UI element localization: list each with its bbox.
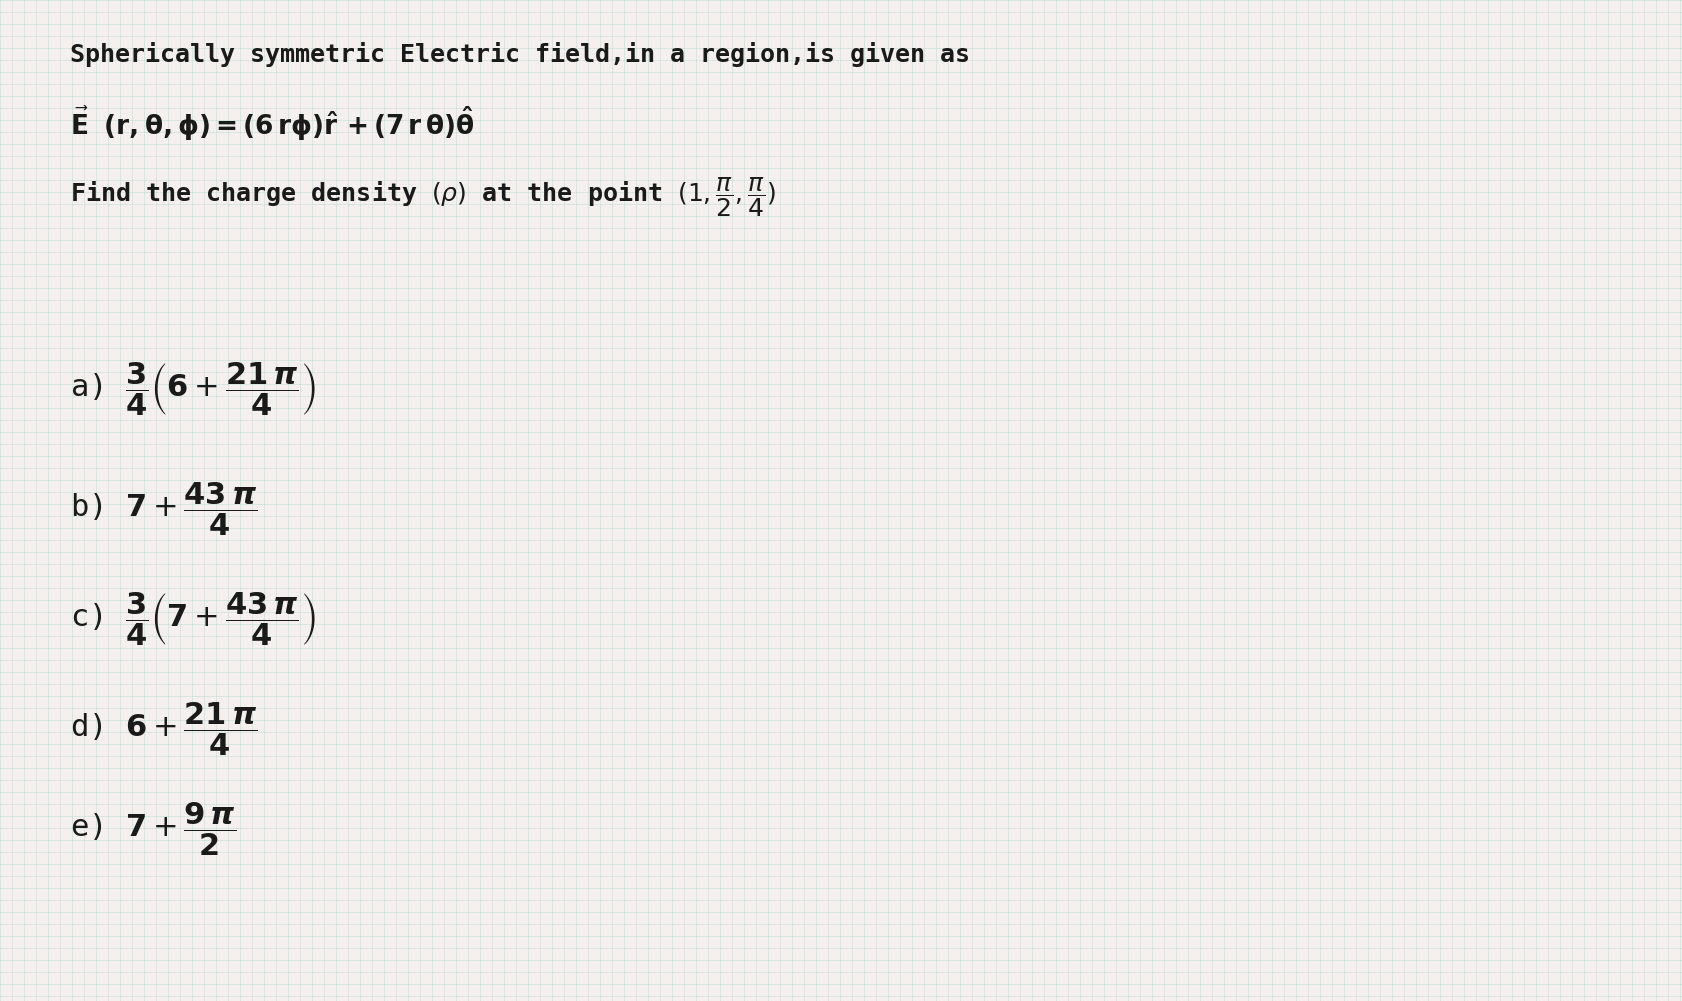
Text: Find the charge density $(\rho)$ at the point $(1,\dfrac{\pi}{2},\dfrac{\pi}{4}): Find the charge density $(\rho)$ at the … <box>71 175 775 219</box>
Text: e) $\mathbf{7}+\dfrac{\mathbf{9}\,\boldsymbol{\pi}}{\mathbf{2}}$: e) $\mathbf{7}+\dfrac{\mathbf{9}\,\bolds… <box>71 800 235 858</box>
Text: d) $\mathbf{6}+\dfrac{\mathbf{21}\,\boldsymbol{\pi}}{\mathbf{4}}$: d) $\mathbf{6}+\dfrac{\mathbf{21}\,\bold… <box>71 700 257 758</box>
Text: Spherically symmetric Electric field,in a region,is given as: Spherically symmetric Electric field,in … <box>71 42 969 67</box>
Text: b) $\mathbf{7}+\dfrac{\mathbf{43}\,\boldsymbol{\pi}}{\mathbf{4}}$: b) $\mathbf{7}+\dfrac{\mathbf{43}\,\bold… <box>71 480 257 538</box>
Text: c) $\dfrac{\mathbf{3}}{\mathbf{4}}\left(\mathbf{7}+\dfrac{\mathbf{43}\,\boldsymb: c) $\dfrac{\mathbf{3}}{\mathbf{4}}\left(… <box>71 590 316 648</box>
Text: a) $\dfrac{\mathbf{3}}{\mathbf{4}}\left(\mathbf{6}+\dfrac{\mathbf{21}\,\boldsymb: a) $\dfrac{\mathbf{3}}{\mathbf{4}}\left(… <box>71 360 316 417</box>
Text: $\vec{\mathbf{E}}$ $\mathbf{(r,\theta,\phi)=(6\,r\phi)\hat{r}\,+(7\,r\,\theta)\h: $\vec{\mathbf{E}}$ $\mathbf{(r,\theta,\p… <box>71 105 474 143</box>
